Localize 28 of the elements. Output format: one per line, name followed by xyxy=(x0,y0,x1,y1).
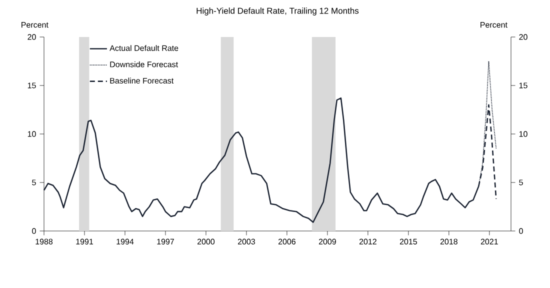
x-tick-label: 1991 xyxy=(76,238,94,244)
y2-tick-label: 20 xyxy=(519,34,528,40)
x-tick-label: 2006 xyxy=(278,238,296,244)
x-tick-label: 2021 xyxy=(480,238,498,244)
y2-tick-label: 5 xyxy=(519,180,523,186)
x-tick-label: 1988 xyxy=(36,238,53,244)
y-axis-title: Percent xyxy=(22,22,48,28)
y-tick-label: 10 xyxy=(28,131,36,137)
y2-tick-label: 0 xyxy=(519,228,523,234)
legend-label: Actual Default Rate xyxy=(110,45,178,51)
y-tick-label: 0 xyxy=(32,228,36,234)
x-tick-label: 2009 xyxy=(318,238,336,244)
x-tick-label: 1997 xyxy=(157,238,174,244)
y-tick-label: 20 xyxy=(28,34,36,40)
x-tick-label: 2003 xyxy=(238,238,255,244)
legend-label: Baseline Forecast xyxy=(110,78,174,84)
y2-axis-title: Percent xyxy=(480,22,508,28)
y-tick-label: 15 xyxy=(28,82,36,88)
x-tick-label: 2012 xyxy=(359,238,376,244)
y-tick-label: 5 xyxy=(32,180,36,186)
x-tick-label: 2000 xyxy=(197,238,215,244)
chart-title: High-Yield Default Rate, Trailing 12 Months xyxy=(196,8,359,16)
x-tick-label: 2015 xyxy=(400,238,417,244)
x-tick-label: 2018 xyxy=(440,238,458,244)
y2-tick-label: 15 xyxy=(519,82,528,88)
legend-label: Downside Forecast xyxy=(110,61,178,68)
y2-tick-label: 10 xyxy=(519,131,528,137)
x-tick-label: 1994 xyxy=(116,238,134,244)
